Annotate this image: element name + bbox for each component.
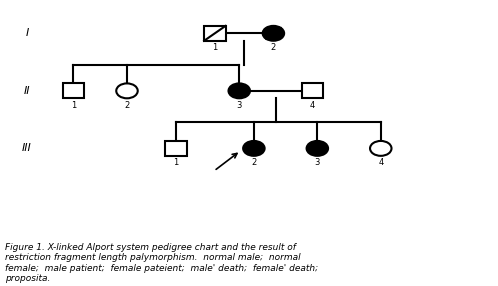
Text: I: I bbox=[25, 28, 28, 38]
Ellipse shape bbox=[370, 141, 391, 156]
Text: 1: 1 bbox=[173, 158, 178, 167]
Text: 1: 1 bbox=[71, 101, 76, 110]
Text: 1: 1 bbox=[212, 43, 218, 52]
Bar bbox=[63, 84, 84, 98]
Text: 2: 2 bbox=[271, 43, 276, 52]
Ellipse shape bbox=[307, 141, 328, 156]
Ellipse shape bbox=[262, 26, 284, 41]
Text: Figure 1. X-linked Alport system pedigree chart and the result of
restriction fr: Figure 1. X-linked Alport system pedigre… bbox=[5, 243, 318, 283]
Ellipse shape bbox=[229, 84, 250, 98]
Bar bbox=[302, 84, 323, 98]
Text: 3: 3 bbox=[237, 101, 242, 110]
Ellipse shape bbox=[116, 84, 138, 98]
Text: III: III bbox=[22, 143, 32, 153]
Text: 4: 4 bbox=[310, 101, 315, 110]
Text: 4: 4 bbox=[378, 158, 383, 167]
Text: 2: 2 bbox=[124, 101, 129, 110]
Bar bbox=[204, 26, 226, 41]
Text: 2: 2 bbox=[251, 158, 256, 167]
Ellipse shape bbox=[243, 141, 264, 156]
Text: II: II bbox=[24, 86, 30, 96]
Text: 3: 3 bbox=[315, 158, 320, 167]
Bar bbox=[165, 141, 187, 156]
